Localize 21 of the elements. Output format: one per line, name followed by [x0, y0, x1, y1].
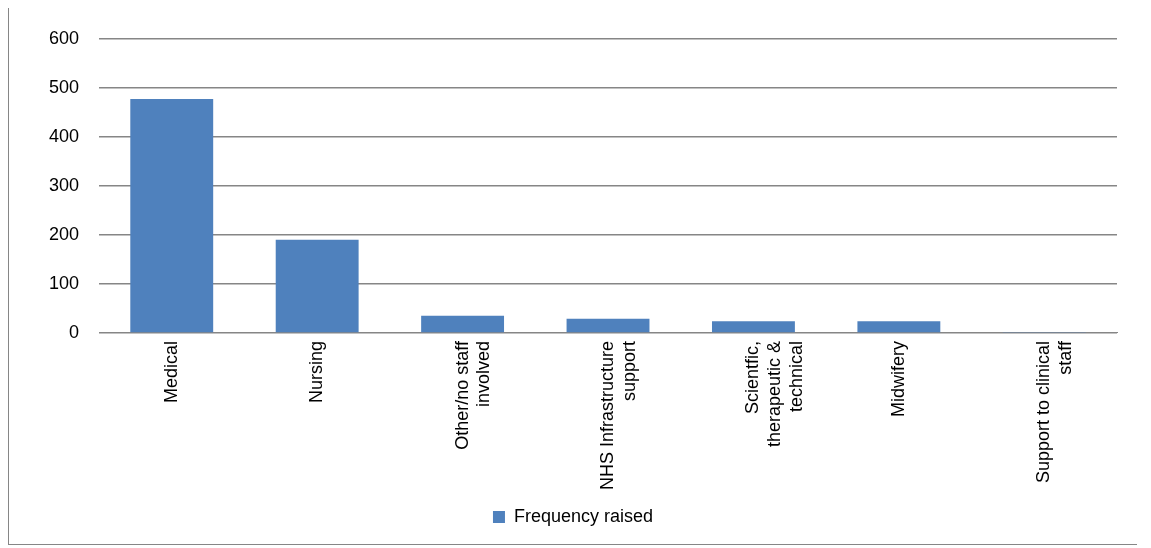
y-tick-label: 200 — [48, 223, 80, 244]
y-tick-label: 500 — [48, 76, 80, 97]
bar — [566, 318, 650, 333]
legend-label: Frequency raised — [513, 505, 654, 526]
bar — [275, 239, 359, 333]
y-tick-label: 0 — [69, 321, 80, 342]
bar — [130, 99, 214, 333]
y-tick-label: 300 — [48, 174, 80, 195]
bar — [857, 321, 941, 333]
x-tick-label: Support to clinical staff — [1033, 339, 1075, 484]
x-tick-label: Midwifery — [887, 340, 908, 417]
x-tick-label: Other/no staff involved — [451, 339, 494, 450]
x-tick-label: Medical — [160, 340, 181, 403]
x-tick-label: Scientfic, therapeutic & technical — [742, 340, 806, 448]
bar — [421, 315, 505, 333]
y-tick-label: 400 — [48, 125, 80, 146]
y-tick-label: 100 — [48, 272, 80, 293]
x-tick-label: NHS Infrastructure support — [596, 340, 639, 490]
y-tick-label: 600 — [48, 27, 80, 48]
x-tick-label: Nursing — [306, 340, 327, 403]
bar — [711, 321, 795, 333]
